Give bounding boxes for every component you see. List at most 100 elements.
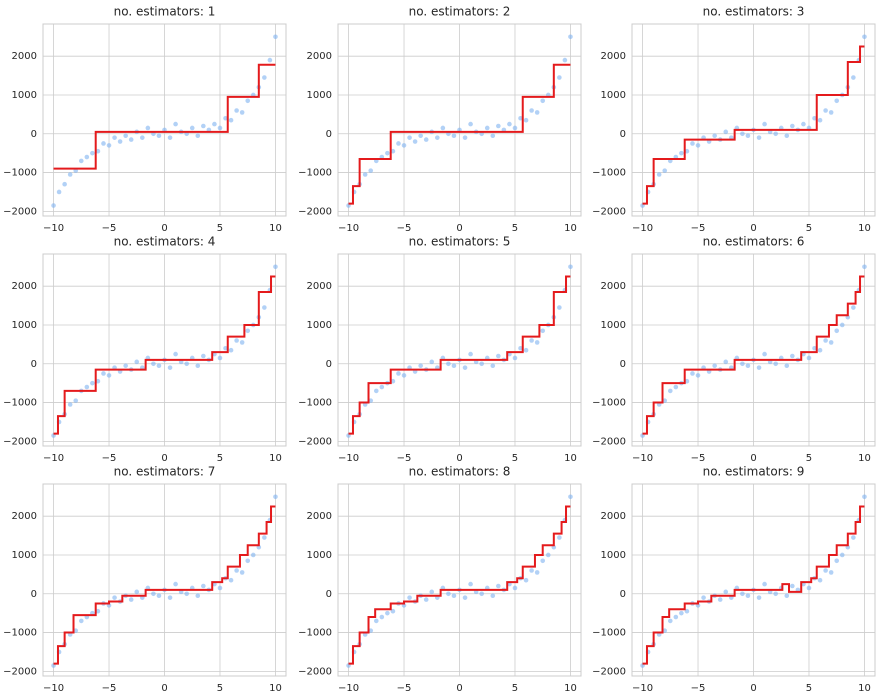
axes-frame [631, 483, 876, 677]
scatter-point [78, 618, 84, 624]
scatter-point [512, 355, 518, 361]
scatter-point [195, 133, 201, 139]
y-tick-label: 1000 [12, 320, 37, 331]
x-tick-label: −10 [43, 453, 64, 464]
scatter-point [839, 552, 845, 558]
axes-frame [631, 253, 876, 447]
scatter-point [812, 345, 817, 351]
subplot-title: no. estimators: 6 [703, 235, 805, 249]
scatter-point [462, 365, 468, 370]
y-tick-label: 2000 [307, 281, 332, 292]
axes-frame [337, 253, 582, 447]
scatter-point [712, 133, 717, 139]
scatter-point [90, 150, 95, 156]
y-tick-label: 2000 [601, 281, 626, 292]
scatter-point [418, 363, 423, 369]
scatter-point [862, 264, 867, 270]
scatter-point [695, 373, 701, 378]
scatter-point [390, 378, 396, 384]
step-line [642, 45, 865, 205]
subplot: no. estimators: 7 −10 −5 0 5 10 −2000 −1000 0 100… [3, 465, 287, 693]
scatter-point [740, 131, 745, 137]
scatter-point [228, 577, 234, 583]
scatter-point [673, 614, 679, 620]
scatter-point [817, 117, 823, 123]
scatter-point [828, 340, 834, 345]
scatter-point [773, 361, 778, 367]
scatter-point [385, 610, 390, 616]
y-tick-label: 1000 [307, 90, 332, 101]
subplot-title: no. estimators: 3 [703, 5, 805, 19]
x-tick-label: 10 [564, 223, 577, 234]
scatter-point [217, 585, 223, 591]
axes-frame [42, 23, 287, 217]
y-tick-label: −2000 [592, 666, 626, 677]
scatter-point [379, 614, 385, 620]
y-tick-label: 2000 [12, 281, 37, 292]
subplot-title: no. estimators: 9 [703, 465, 805, 479]
scatter-point [140, 135, 145, 140]
y-tick-label: 2000 [601, 511, 626, 522]
axes-frame [337, 483, 582, 677]
y-tick-label: −1000 [298, 168, 332, 179]
scatter-point [529, 108, 534, 113]
scatter-point [412, 139, 418, 144]
scatter-point [523, 117, 529, 123]
scatter-point [78, 158, 84, 164]
scatter-point [73, 398, 79, 403]
scatter-point [112, 595, 117, 600]
step-line [348, 63, 571, 205]
y-tick-label: −2000 [298, 666, 332, 677]
y-tick-label: 1000 [307, 550, 332, 561]
scatter-point [123, 133, 128, 139]
x-tick-label: 5 [217, 223, 223, 234]
scatter-point [762, 121, 767, 127]
scatter-point [673, 384, 679, 390]
step-line [348, 275, 571, 435]
axes-frame [42, 483, 287, 677]
scatter-point [839, 322, 845, 328]
scatter-point [201, 583, 206, 589]
y-tick-label: −1000 [3, 398, 37, 409]
scatter-point [717, 597, 723, 602]
x-tick-label: −10 [338, 223, 359, 234]
y-tick-label: 1000 [12, 90, 37, 101]
scatter-point [407, 135, 412, 140]
scatter-point [446, 361, 451, 367]
scatter-point [723, 129, 729, 135]
x-tick-label: 5 [806, 223, 812, 234]
scatter-point [801, 121, 806, 127]
scatter-point [217, 125, 223, 131]
scatter-point [479, 361, 484, 367]
scatter-point [451, 133, 457, 139]
scatter-point [418, 133, 423, 139]
scatter-point [401, 143, 407, 148]
scatter-point [56, 189, 62, 195]
scatter-point [834, 558, 840, 564]
scatter-point [684, 608, 690, 614]
x-tick-label: 5 [217, 683, 223, 693]
x-tick-label: 5 [512, 223, 518, 234]
y-tick-label: −2000 [298, 206, 332, 217]
y-tick-label: 1000 [307, 320, 332, 331]
y-tick-label: 2000 [12, 51, 37, 62]
scatter-point [496, 583, 501, 589]
scatter-point [701, 595, 706, 600]
scatter-point [667, 388, 673, 394]
scatter-point [451, 363, 457, 369]
scatter-point [534, 570, 540, 575]
scatter-point [156, 593, 162, 599]
x-tick-label: 0 [456, 223, 462, 234]
x-tick-label: 0 [456, 453, 462, 464]
scatter-point [151, 361, 156, 367]
x-tick-label: −5 [691, 453, 706, 464]
y-tick-label: −1000 [592, 168, 626, 179]
y-tick-label: 0 [620, 359, 626, 370]
scatter-point [245, 98, 251, 104]
scatter-point [745, 363, 751, 369]
y-tick-label: −1000 [3, 628, 37, 639]
y-tick-label: 2000 [307, 51, 332, 62]
scatter-point [228, 347, 234, 353]
scatter-point [851, 305, 856, 310]
scatter-point [762, 351, 767, 357]
